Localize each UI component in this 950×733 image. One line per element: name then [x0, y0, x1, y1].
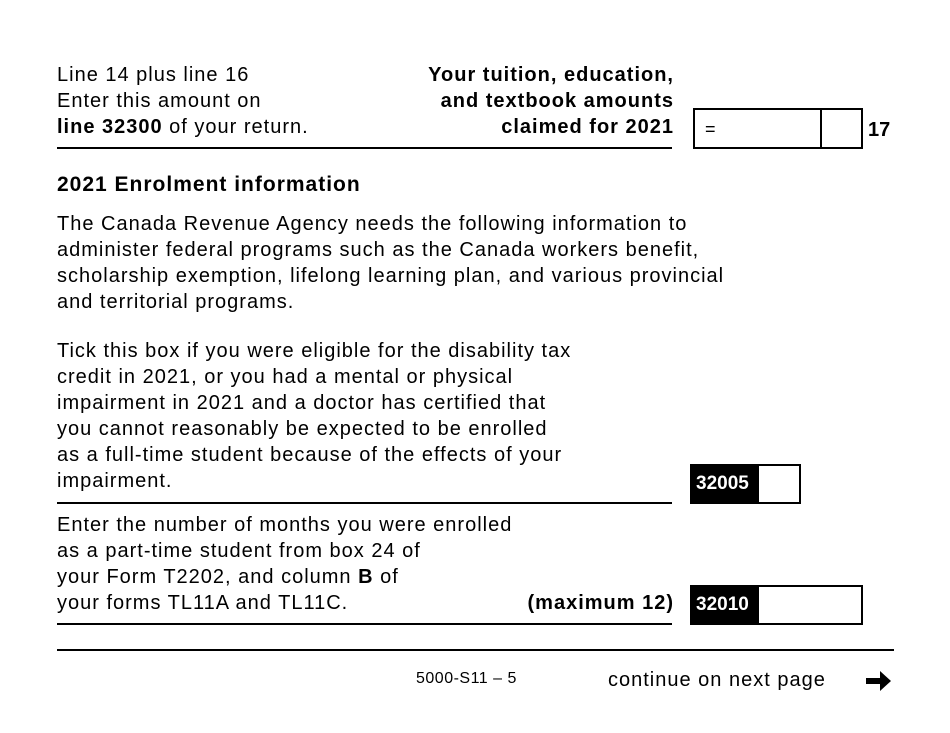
text-line: you cannot reasonably be expected to be … — [57, 418, 548, 440]
label-line: claimed for 2021 — [501, 116, 674, 138]
footer-divider — [57, 649, 894, 651]
text-line: impairment in 2021 and a doctor has cert… — [57, 392, 547, 414]
intro-paragraph: The Canada Revenue Agency needs the foll… — [57, 211, 724, 315]
divider — [57, 623, 672, 625]
text-line: as a part-time student from box 24 of — [57, 540, 421, 562]
text-line: administer federal programs such as the … — [57, 239, 700, 261]
line17-instructions: Line 14 plus line 16 Enter this amount o… — [57, 62, 309, 140]
equals-sign: = — [705, 119, 716, 139]
text-line: credit in 2021, or you had a mental or p… — [57, 366, 514, 388]
text-line: scholarship exemption, lifelong learning… — [57, 265, 725, 287]
field-code: 32005 — [692, 466, 759, 502]
label-line: and textbook amounts — [440, 90, 674, 112]
instruction-text: of your return. — [162, 116, 309, 138]
text-line: impairment. — [57, 470, 173, 492]
cents-divider — [820, 110, 822, 147]
line17-amount-field[interactable]: = — [693, 108, 863, 149]
instruction-line: line 32300 of your return. — [57, 114, 309, 140]
line17-label: Your tuition, education, and textbook am… — [428, 62, 674, 140]
text: your Form T2202, and column — [57, 566, 359, 588]
months-paragraph: Enter the number of months you were enro… — [57, 512, 512, 616]
text-line: and territorial programs. — [57, 291, 295, 313]
label-line: Your tuition, education, — [428, 64, 674, 86]
column-ref: B — [358, 566, 374, 588]
text-line: as a full-time student because of the ef… — [57, 444, 563, 466]
continue-text: continue on next page — [608, 669, 826, 691]
disability-checkbox-32005[interactable]: 32005 — [690, 464, 801, 504]
text-line: your Form T2202, and column B of — [57, 564, 512, 590]
line-number: 17 — [868, 119, 891, 141]
text-line: Enter the number of months you were enro… — [57, 514, 513, 536]
instruction-line: Enter this amount on — [57, 90, 262, 112]
maximum-note: (maximum 12) — [527, 592, 674, 614]
disability-paragraph: Tick this box if you were eligible for t… — [57, 338, 571, 494]
months-field-32010[interactable]: 32010 — [690, 585, 863, 625]
line-ref: line 32300 — [57, 116, 163, 138]
text: of — [373, 566, 399, 588]
section-heading: 2021 Enrolment information — [57, 173, 361, 196]
text-line: your forms TL11A and TL11C. — [57, 592, 349, 614]
divider — [57, 502, 672, 504]
right-arrow-icon — [866, 671, 891, 691]
form-id: 5000-S11 – 5 — [416, 670, 517, 687]
field-code: 32010 — [692, 587, 759, 623]
text-line: The Canada Revenue Agency needs the foll… — [57, 213, 688, 235]
instruction-line: Line 14 plus line 16 — [57, 64, 250, 86]
text-line: Tick this box if you were eligible for t… — [57, 340, 572, 362]
divider — [57, 147, 672, 149]
